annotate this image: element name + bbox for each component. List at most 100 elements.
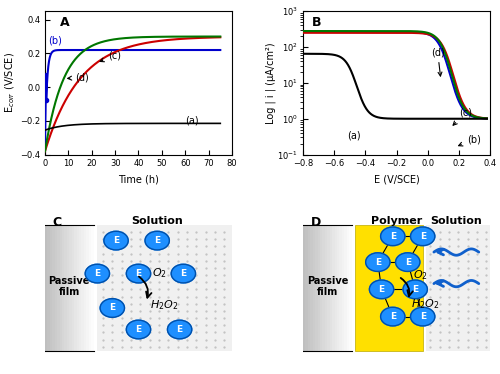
Text: D: D [310, 216, 321, 229]
Circle shape [104, 231, 128, 250]
Text: E: E [404, 258, 411, 267]
Text: $O_2$: $O_2$ [414, 268, 428, 282]
Text: E: E [113, 236, 119, 245]
Bar [98, 225, 232, 351]
Text: E: E [94, 269, 100, 278]
Text: A: A [60, 16, 70, 28]
Text: E: E [420, 312, 426, 321]
Circle shape [403, 280, 427, 299]
Bar [45, 225, 48, 351]
Text: (d): (d) [68, 73, 89, 82]
Text: E: E [412, 285, 418, 294]
Bar [337, 225, 340, 351]
Y-axis label: Log | i | (μA/cm²): Log | i | (μA/cm²) [266, 42, 276, 124]
Bar [89, 225, 91, 351]
Circle shape [168, 320, 192, 339]
Text: C: C [52, 216, 62, 229]
Bar [74, 225, 76, 351]
Bar [54, 225, 57, 351]
Bar [322, 225, 325, 351]
Circle shape [380, 307, 405, 326]
Bar [72, 225, 74, 351]
Bar [334, 225, 337, 351]
Circle shape [145, 231, 170, 250]
X-axis label: Time (h): Time (h) [118, 174, 159, 184]
Circle shape [171, 264, 196, 283]
Bar [310, 225, 312, 351]
Bar [320, 225, 322, 351]
Circle shape [380, 227, 405, 246]
Text: E: E [109, 303, 116, 313]
Bar [84, 225, 86, 351]
Circle shape [366, 253, 390, 272]
X-axis label: E (V/SCE): E (V/SCE) [374, 174, 420, 184]
Bar [318, 225, 320, 351]
Bar [426, 225, 490, 351]
Bar [303, 225, 352, 351]
Text: $H_2O_2$: $H_2O_2$ [150, 298, 178, 312]
Bar [349, 225, 352, 351]
Bar [344, 225, 347, 351]
Y-axis label: E$_{corr}$ (V/SCE): E$_{corr}$ (V/SCE) [4, 52, 17, 113]
Text: (c): (c) [100, 50, 121, 62]
Bar [70, 225, 71, 351]
Circle shape [100, 299, 124, 317]
Text: (b): (b) [48, 35, 62, 45]
Text: (a): (a) [346, 131, 360, 141]
Text: E: E [176, 325, 182, 334]
Bar [342, 225, 344, 351]
Bar [82, 225, 84, 351]
Bar [60, 225, 62, 351]
Text: E: E [180, 269, 186, 278]
Text: (b): (b) [458, 134, 480, 146]
Text: Passive
film: Passive film [48, 276, 90, 297]
Bar [50, 225, 52, 351]
Circle shape [396, 253, 420, 272]
Text: $H_2O_2$: $H_2O_2$ [412, 297, 440, 310]
Bar [45, 225, 94, 351]
Text: E: E [390, 312, 396, 321]
Circle shape [85, 264, 110, 283]
Bar [308, 225, 310, 351]
Bar [86, 225, 89, 351]
Bar [325, 225, 328, 351]
Text: E: E [390, 232, 396, 241]
Text: $O_2$: $O_2$ [152, 267, 166, 280]
Bar [347, 225, 349, 351]
Circle shape [410, 227, 435, 246]
Text: (d): (d) [431, 47, 444, 76]
Text: (c): (c) [453, 108, 472, 125]
Circle shape [410, 307, 435, 326]
Text: E: E [136, 269, 141, 278]
Bar [79, 225, 82, 351]
Bar [328, 225, 330, 351]
Bar [57, 225, 59, 351]
Text: E: E [136, 325, 141, 334]
Bar [91, 225, 94, 351]
Bar [64, 225, 67, 351]
Text: Solution: Solution [132, 216, 183, 226]
Bar [312, 225, 315, 351]
Bar [356, 225, 422, 351]
Text: E: E [154, 236, 160, 245]
Bar [48, 225, 50, 351]
Text: E: E [375, 258, 381, 267]
Bar [306, 225, 308, 351]
Bar [330, 225, 332, 351]
Bar [303, 225, 306, 351]
Bar [62, 225, 64, 351]
Bar [315, 225, 318, 351]
Text: E: E [378, 285, 384, 294]
Bar [332, 225, 334, 351]
Circle shape [126, 264, 150, 283]
Text: Polymer: Polymer [371, 216, 422, 226]
Text: Solution: Solution [430, 216, 482, 226]
Text: E: E [420, 232, 426, 241]
Bar [76, 225, 79, 351]
Bar [340, 225, 342, 351]
Text: (a): (a) [185, 116, 199, 125]
Text: Passive
film: Passive film [306, 276, 348, 297]
Circle shape [370, 280, 394, 299]
Bar [52, 225, 54, 351]
Bar [67, 225, 70, 351]
